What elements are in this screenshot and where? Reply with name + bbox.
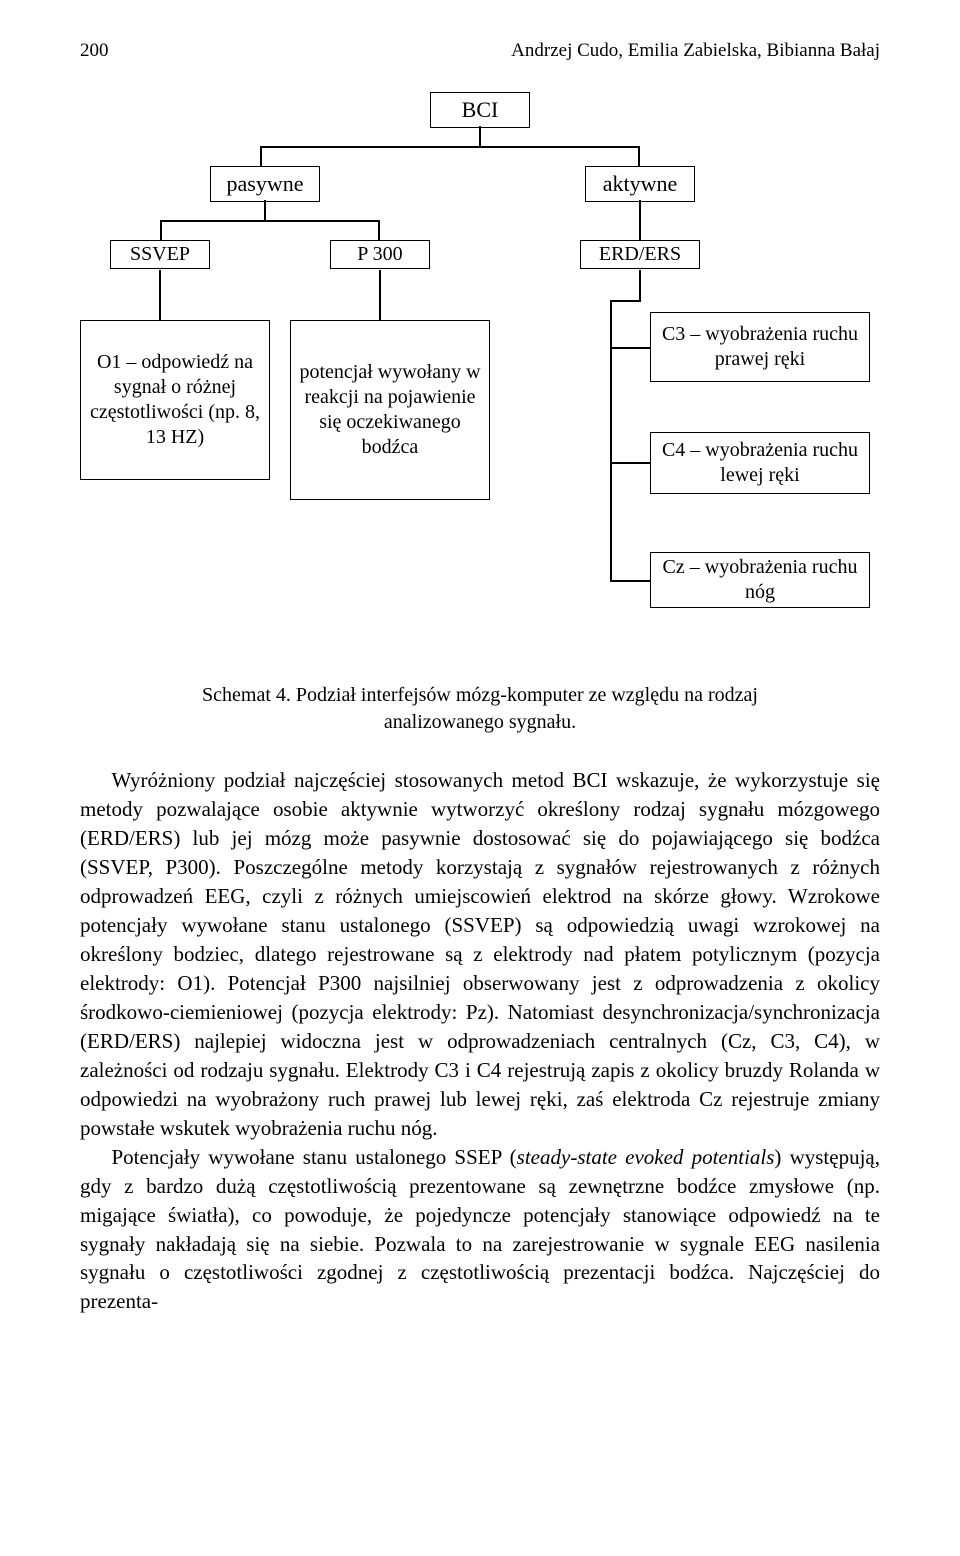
conn	[610, 462, 650, 464]
conn	[610, 300, 641, 302]
running-head-authors: Andrzej Cudo, Emilia Zabielska, Bibianna…	[511, 40, 880, 62]
body-para2-pre: Potencjały wywołane stanu ustalonego SSE…	[112, 1145, 517, 1169]
figure-caption: Schemat 4. Podział interfejsów mózg-komp…	[160, 682, 800, 736]
conn	[379, 270, 381, 320]
desc-p300: potencjał wywołany w reakcji na pojawien…	[290, 320, 490, 500]
desc-ssvep: O1 – odpowiedź na sygnał o różnej często…	[80, 320, 270, 480]
desc-erd-cz: Cz – wyobrażenia ruchu nóg	[650, 552, 870, 608]
node-aktywne: aktywne	[585, 166, 695, 202]
conn	[479, 126, 481, 146]
conn	[639, 270, 641, 300]
node-bci: BCI	[430, 92, 530, 128]
page-number: 200	[80, 40, 109, 62]
conn	[160, 220, 162, 240]
conn	[610, 347, 650, 349]
conn	[378, 220, 380, 240]
conn	[159, 270, 161, 320]
bci-tree-diagram: BCI pasywne aktywne SSVEP P 300 ERD/ERS	[80, 92, 880, 652]
node-p300: P 300	[330, 240, 430, 269]
node-pasywne: pasywne	[210, 166, 320, 202]
conn	[638, 146, 640, 166]
conn	[160, 220, 380, 222]
desc-erd-c4: C4 – wyobrażenia ruchu lewej ręki	[650, 432, 870, 494]
conn	[260, 146, 262, 166]
body-text: Wyróżniony podział najczęściej stosowany…	[80, 766, 880, 1316]
conn	[610, 300, 612, 580]
running-header: 200 Andrzej Cudo, Emilia Zabielska, Bibi…	[80, 40, 880, 62]
node-ssvep: SSVEP	[110, 240, 210, 269]
desc-erd-c3: C3 – wyobrażenia ruchu prawej ręki	[650, 312, 870, 382]
body-para2-italic: steady-state evoked potentials	[517, 1145, 775, 1169]
conn	[610, 580, 650, 582]
caption-label: Schemat 4.	[202, 684, 291, 706]
caption-text: Podział interfejsów mózg-komputer ze wzg…	[296, 684, 758, 733]
conn	[260, 146, 640, 148]
body-para2-post: ) występują, gdy z bardzo dużą częstotli…	[80, 1145, 880, 1314]
conn	[264, 200, 266, 220]
body-para1: Wyróżniony podział najczęściej stosowany…	[80, 768, 880, 1140]
conn	[639, 200, 641, 240]
node-erders: ERD/ERS	[580, 240, 700, 269]
